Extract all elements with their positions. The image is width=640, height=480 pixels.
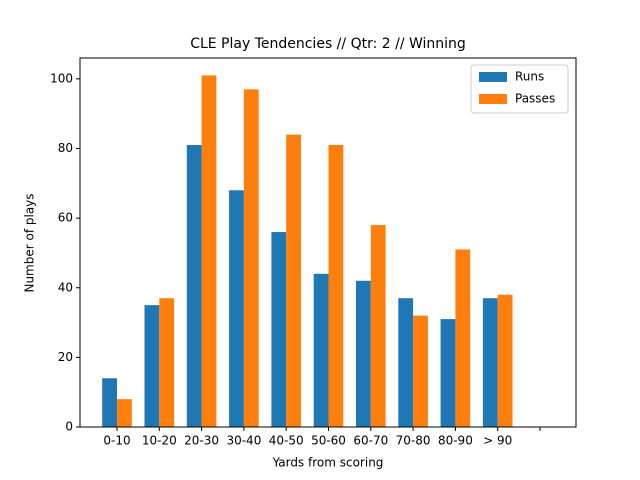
bar	[286, 134, 302, 427]
bar	[313, 273, 329, 427]
bar	[159, 298, 175, 427]
chart-title: CLE Play Tendencies // Qtr: 2 // Winning	[190, 36, 466, 52]
x-tick-label: 40-50	[269, 434, 304, 448]
bar	[497, 294, 513, 427]
bar	[370, 225, 386, 427]
bar	[117, 399, 132, 427]
x-axis-label: Yards from scoring	[272, 456, 384, 470]
bar	[243, 89, 259, 427]
x-tick-label: 20-30	[184, 434, 219, 448]
bar	[201, 75, 217, 427]
y-axis-label: Number of plays	[23, 193, 37, 292]
bar	[102, 378, 117, 427]
y-tick-label: 100	[50, 71, 73, 85]
bar	[413, 315, 428, 427]
bar	[455, 249, 471, 427]
x-tick-label: 0-10	[103, 434, 130, 448]
bar	[398, 298, 414, 427]
y-tick-label: 60	[58, 211, 73, 225]
legend-swatch	[479, 72, 507, 82]
x-tick-label: 60-70	[353, 434, 388, 448]
legend-label: Passes	[515, 92, 555, 106]
bar	[186, 145, 202, 427]
bar	[482, 298, 498, 427]
x-tick-label: 80-90	[438, 434, 473, 448]
bar	[355, 280, 371, 427]
x-tick-label: 30-40	[226, 434, 261, 448]
bar	[144, 305, 160, 427]
legend-swatch	[479, 94, 507, 104]
y-tick-label: 80	[58, 141, 73, 155]
bar	[229, 190, 244, 427]
bar	[328, 145, 344, 427]
y-tick-label: 40	[58, 280, 73, 294]
legend-label: Runs	[515, 70, 544, 84]
bar	[440, 319, 456, 427]
plot-frame	[79, 57, 577, 428]
y-tick-label: 20	[58, 350, 73, 364]
y-tick-label: 0	[65, 420, 73, 434]
x-tick-label: > 90	[483, 434, 512, 448]
x-tick-label: 70-80	[396, 434, 431, 448]
x-tick-label: 10-20	[142, 434, 177, 448]
x-tick-label: 50-60	[311, 434, 346, 448]
bar	[271, 232, 287, 427]
